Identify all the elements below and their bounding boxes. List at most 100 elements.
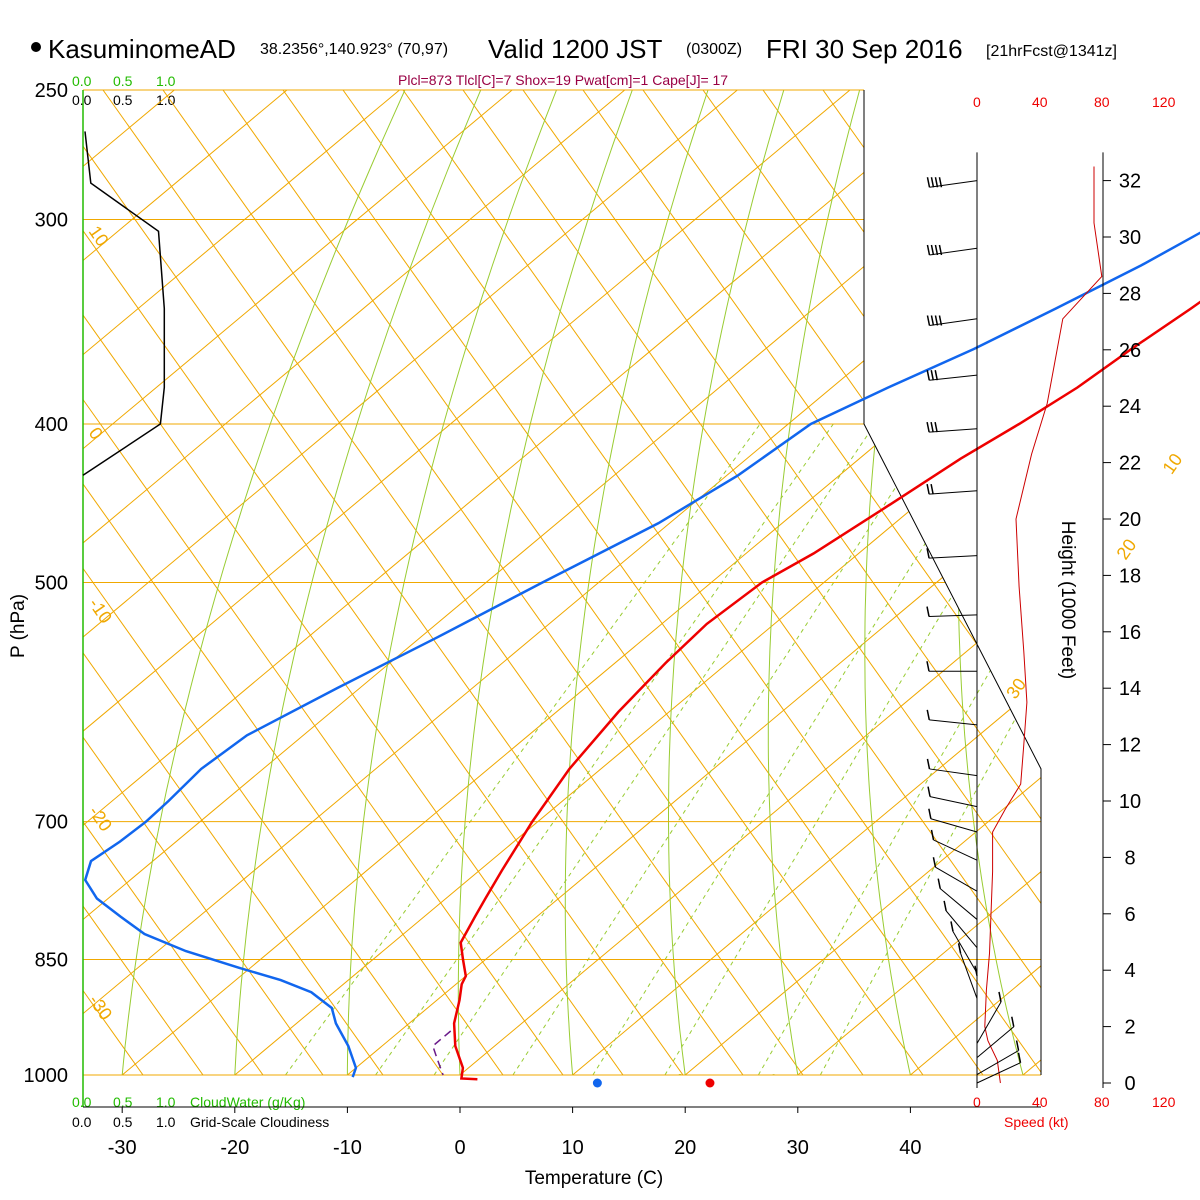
cloud-scale-bottom-green-0: 0.0 [72,1094,92,1110]
pressure-tick-label: 700 [35,812,68,834]
wind-barb-feather [932,857,937,868]
mixing-ratio-line [819,423,1041,1075]
isotherm-line [83,90,626,1075]
dewpoint-line [83,231,1200,1078]
wind-barb-feather [943,900,947,912]
mixing-ratio-line [664,423,1041,1075]
mixing-ratio-label: 2 [379,1078,398,1095]
wind-barb-feather [1011,1016,1015,1027]
wind-barb-feather [934,177,939,188]
speed-top-40: 40 [1032,94,1048,110]
wind-barb-staff [960,953,978,999]
wind-barb-staff [976,1026,1015,1059]
height-tick-label: 4 [1124,960,1135,982]
wind-barb-staff [929,796,978,808]
wind-barb-staff [929,719,978,726]
wind-barb-feather [950,921,954,932]
cloud-scale-bottom-black-1: 0.5 [113,1114,133,1130]
pressure-tick-label: 250 [35,80,68,102]
temperature-tick-label: -30 [108,1137,137,1159]
theta-line [83,90,384,1075]
height-tick-label: 6 [1124,904,1135,926]
height-tick-label: 24 [1119,396,1141,418]
temperature-tick-label: 10 [561,1137,583,1159]
height-tick-label: 10 [1119,791,1141,813]
isotherm-label: 0 [85,424,107,444]
isotherm-label: 10 [85,222,113,250]
cloud-scale-top-black-2: 1.0 [156,92,176,108]
theta-line [1002,90,1041,1075]
isotherm-label: -10 [85,594,116,627]
stability-indices: Plcl=873 Tlcl[C]=7 Shox=19 Pwat[cm]=1 Ca… [398,72,728,88]
dry-adiabat-curve [668,90,785,1075]
mixing-ratio-line [285,423,761,1075]
height-tick-label: 12 [1119,735,1141,757]
dry-adiabat-curve [457,90,633,1075]
isotherm-line [1022,90,1041,1075]
wind-barb-feather [934,421,938,433]
mixing-ratio-lines: 1 2 3 5 8 12 20 [285,423,1041,1095]
mixing-ratio-label: 20 [762,1071,786,1095]
wind-barb-staff [976,1001,1002,1044]
wind-barb-feather [928,808,932,819]
wind-barb-staff [930,818,978,833]
valid-date: FRI 30 Sep 2016 [766,34,963,64]
wind-barb-feather [926,548,930,559]
wind-barb-feather [926,661,930,672]
dry-adiabat-curve [564,90,709,1075]
temperature-tick-label: 40 [899,1137,921,1159]
height-tick-label: 20 [1119,509,1141,531]
forecast-info: [21hrFcst@1341z] [986,43,1117,60]
wind-barb-feather [926,606,930,617]
mixing-ratio-label: 1 [289,1078,308,1095]
surface-temperature-dot [705,1078,715,1088]
dry-adiabat-curve [234,90,482,1075]
wind-barb-staff [929,555,978,559]
mixing-ratio-label: 5 [516,1078,535,1095]
pressure-tick-label: 1000 [24,1065,69,1087]
wind-barb-staff [929,614,978,618]
pressure-tick-label: 400 [35,414,68,436]
station-bullet [31,42,41,52]
wind-barb-feather [930,829,935,841]
pressure-tick-label: 500 [35,573,68,595]
wind-barb-feather [937,878,941,889]
wind-barb-feather [926,421,930,433]
isotherm-label: 10 [1159,450,1187,478]
wind-barb-feather [927,786,931,797]
wind-barb-staff [935,866,978,892]
cloudwater-label: CloudWater (g/Kg) [190,1094,305,1110]
station-name: KasuminomeAD [48,34,236,64]
wind-barb-staff [945,910,978,948]
sounding-profiles [82,131,1200,1088]
isotherm-line [83,90,288,1075]
valid-time: Valid 1200 JST [488,34,663,64]
temperature-tick-label: 30 [787,1137,809,1159]
cloud-scale-bottom-black-2: 1.0 [156,1114,176,1130]
wind-barb-feather [926,177,931,188]
wind-barb-feather [926,484,930,495]
y2-axis-title: Height (1000 Feet) [1057,521,1078,679]
temperature-line [452,300,1200,1081]
isotherm-line [83,90,400,1075]
isotherm-line [572,90,1041,1075]
wind-barb-feather [926,370,930,381]
wind-barb-feather [930,177,935,188]
wind-barb-feather [938,177,943,188]
isobar-lines [83,89,1041,1076]
mixing-ratio-line [592,423,1001,1075]
wind-barb-feather [998,991,1002,1003]
mixing-ratio-line [375,423,834,1075]
height-tick-label: 16 [1119,622,1141,644]
height-tick-label: 28 [1119,283,1141,305]
dry-adiabat-lines [121,90,1024,1075]
pressure-tick-label: 850 [35,950,68,972]
wind-barb-feather [957,943,962,954]
wind-barb-feather [974,965,978,976]
height-tick-label: 18 [1119,565,1141,587]
wind-barb-feather [938,315,943,326]
wind-barb-feather [1017,1052,1022,1063]
wind-barb-feather [930,244,935,256]
